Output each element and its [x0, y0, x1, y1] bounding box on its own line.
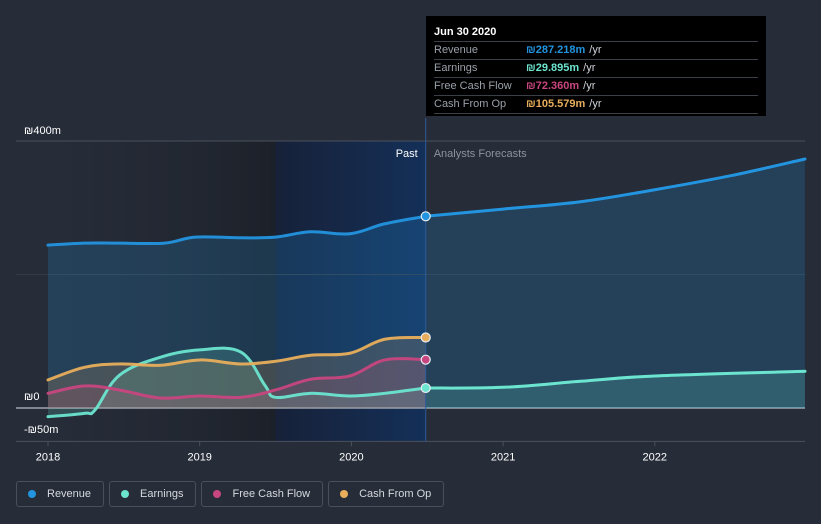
- y-tick-label: ₪0: [24, 391, 39, 403]
- tooltip-label: Earnings: [434, 62, 478, 74]
- series-markers: [420, 211, 431, 394]
- tooltip-row-free-cash-flow: Free Cash Flow ₪72.360m /yr: [434, 78, 758, 96]
- x-tick-label: 2020: [339, 451, 363, 463]
- tooltip-unit: /yr: [583, 62, 596, 74]
- free-cash-flow-marker: [420, 354, 431, 365]
- tooltip-value: ₪29.895m: [526, 62, 580, 74]
- revenue-past-line: [46, 214, 428, 247]
- tooltip-unit: /yr: [589, 98, 602, 110]
- x-tick-label: 2019: [187, 451, 211, 463]
- tooltip-date: Jun 30 2020: [434, 24, 758, 42]
- earnings-forecast-area: [425, 371, 805, 408]
- tooltip-row-earnings: Earnings ₪29.895m /yr: [434, 60, 758, 78]
- y-tick-label: ₪400m: [24, 125, 61, 137]
- legend-item-earnings[interactable]: Earnings: [109, 481, 197, 507]
- legend-item-free-cash-flow[interactable]: Free Cash Flow: [201, 481, 324, 507]
- cash-from-op-dot-icon: [340, 490, 349, 498]
- legend-label: Revenue: [47, 488, 92, 500]
- y-tick-label: -₪50m: [24, 424, 58, 436]
- revenue-forecast-line: [424, 157, 807, 218]
- cash-from-op-past-line: [46, 335, 428, 382]
- legend-item-revenue[interactable]: Revenue: [16, 481, 105, 507]
- series-lines: [46, 157, 807, 419]
- tooltip-row-revenue: Revenue ₪287.218m /yr: [434, 42, 758, 60]
- tooltip-value: ₪105.579m: [526, 98, 586, 110]
- legend-item-cash-from-op[interactable]: Cash From Op: [328, 481, 445, 507]
- x-tick-label: 2021: [491, 451, 515, 463]
- forecast-label: Analysts Forecasts: [434, 148, 527, 160]
- revenue-marker: [420, 211, 431, 222]
- earnings-dot-icon: [121, 490, 130, 498]
- x-tick-label: 2018: [36, 451, 60, 463]
- revenue-past-area: [48, 216, 426, 408]
- tooltip-unit: /yr: [583, 80, 596, 92]
- y-axis: ₪400m ₪0 -₪50m: [24, 125, 61, 436]
- x-tick-label: 2022: [643, 451, 667, 463]
- cash-from-op-marker: [420, 332, 431, 343]
- free-cash-flow-dot-icon: [213, 490, 222, 498]
- legend-label: Free Cash Flow: [232, 488, 311, 500]
- revenue-forecast-area: [425, 159, 805, 408]
- tooltip-label: Free Cash Flow: [434, 80, 512, 92]
- tooltip: Jun 30 2020 Revenue ₪287.218m /yr Earnin…: [426, 16, 766, 116]
- tooltip-value: ₪287.218m: [526, 44, 586, 56]
- grid: [16, 140, 805, 442]
- earnings-past-line: [46, 346, 428, 419]
- tooltip-label: Revenue: [434, 44, 479, 56]
- revenue-dot-icon: [28, 490, 36, 498]
- tooltip-unit: /yr: [589, 44, 602, 56]
- tooltip-value: ₪72.360m: [526, 80, 580, 92]
- earnings-forecast-line: [424, 369, 807, 390]
- past-label: Past: [396, 148, 418, 160]
- tooltip-label: Cash From Op: [434, 98, 507, 110]
- legend-label: Earnings: [140, 488, 184, 500]
- x-axis: 2018 2019 2020 2021 2022: [36, 441, 667, 463]
- legend: Revenue Earnings Free Cash Flow Cash Fro…: [16, 481, 445, 507]
- legend-label: Cash From Op: [359, 488, 432, 500]
- free-cash-flow-past-line: [46, 357, 428, 400]
- tooltip-row-cash-from-op: Cash From Op ₪105.579m /yr: [434, 96, 758, 114]
- earnings-marker: [420, 382, 431, 394]
